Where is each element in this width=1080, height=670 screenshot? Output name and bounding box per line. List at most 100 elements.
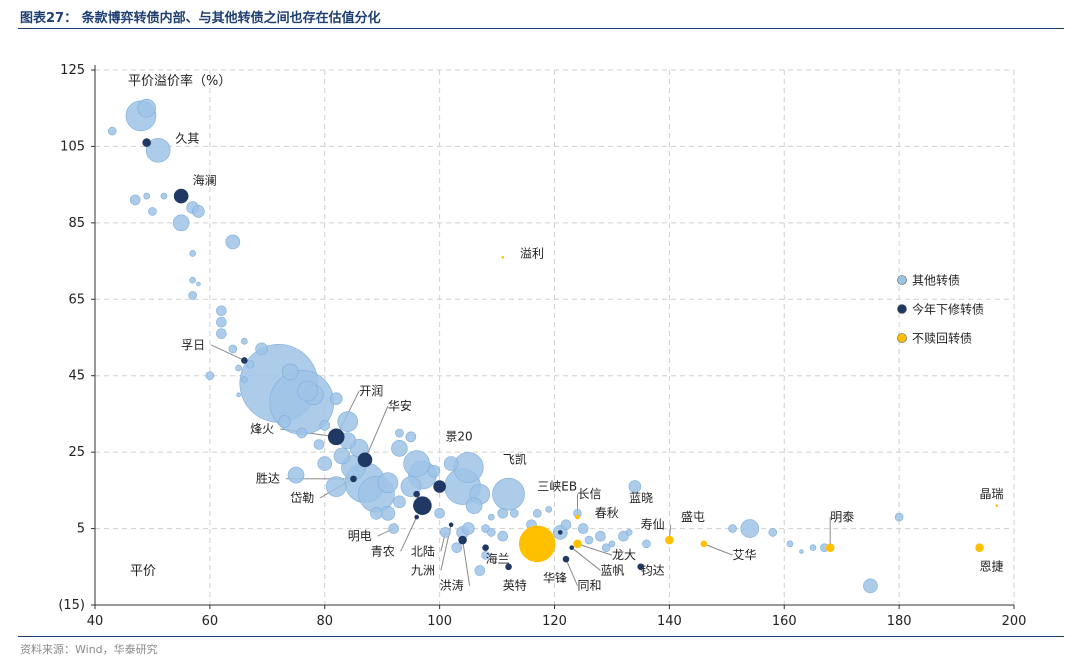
- annotation-label: 烽火: [250, 422, 274, 436]
- bubble-other: [391, 440, 408, 457]
- bubble-other: [440, 527, 451, 538]
- legend-marker: [897, 275, 907, 285]
- bubble-other: [278, 415, 291, 428]
- bubble-other: [577, 523, 589, 534]
- annotation-label: 寿仙: [641, 518, 665, 532]
- annotation-leader-line: [571, 547, 601, 571]
- bubble-other: [148, 207, 157, 216]
- annotation-label: 恩捷: [980, 560, 1004, 574]
- bubble-other: [297, 380, 318, 402]
- annotation-label: 三峡EB: [537, 479, 577, 493]
- annotation-label: 北陆: [411, 543, 435, 558]
- y-tick-label: 125: [60, 63, 85, 78]
- bubble-downward-revised: [562, 555, 570, 563]
- bubble-other: [532, 508, 542, 518]
- bubble-other: [894, 512, 904, 522]
- bubble-downward-revised: [505, 563, 512, 571]
- bubble-other: [107, 126, 117, 136]
- source-divider: [18, 636, 1064, 637]
- annotation-label: 景20: [445, 430, 472, 444]
- annotation-label: 春秋: [595, 506, 619, 520]
- y-tick-label: (15): [58, 598, 85, 613]
- bubble-other: [377, 472, 399, 494]
- legend-label: 其他转债: [912, 273, 960, 288]
- legend-label: 不赎回转债: [912, 331, 972, 346]
- bubble-other: [560, 519, 572, 531]
- bubble-other: [434, 507, 445, 519]
- bubble-other: [388, 523, 399, 534]
- x-tick-label: 100: [427, 614, 452, 629]
- bubble-other: [313, 439, 325, 450]
- bubble-no-redemption: [825, 543, 835, 552]
- y-tick-label: 65: [68, 292, 85, 307]
- annotation-label: 飞凯: [503, 453, 527, 467]
- bubble-downward-revised: [414, 514, 419, 520]
- bubble-downward-revised: [557, 530, 563, 535]
- bubble-no-redemption: [573, 539, 582, 549]
- bubble-other: [228, 344, 238, 354]
- bubble-other: [395, 428, 404, 438]
- annotation-leader-line: [577, 543, 613, 556]
- bubble-downward-revised: [327, 428, 345, 446]
- bubble-other: [241, 338, 248, 345]
- bubble-other: [618, 530, 629, 542]
- bubble-other: [189, 250, 196, 257]
- annotation-label: 龙大: [612, 548, 636, 562]
- x-tick-label: 80: [316, 614, 333, 629]
- bubble-other: [145, 137, 171, 163]
- bubble-other: [329, 392, 343, 405]
- legend-marker: [897, 333, 907, 343]
- bubble-other: [465, 497, 483, 514]
- bubble-other: [799, 549, 804, 554]
- bubble-no-redemption: [518, 525, 556, 563]
- bubble-other: [225, 234, 241, 250]
- bubble-other: [337, 411, 359, 432]
- bubble-other: [595, 530, 606, 542]
- y-tick-label: 45: [68, 369, 85, 384]
- annotation-label: 岱勒: [290, 491, 314, 505]
- bubble-other: [608, 540, 616, 548]
- bubble-other: [509, 508, 519, 518]
- annotation-label: 华安: [388, 398, 412, 413]
- bubble-other: [462, 522, 475, 535]
- bubble-other: [443, 456, 459, 471]
- y-tick-label: 25: [68, 445, 85, 460]
- bubble-no-redemption: [575, 514, 580, 520]
- bubble-other: [451, 542, 463, 553]
- bubble-downward-revised: [142, 138, 151, 147]
- bubble-other: [255, 342, 268, 356]
- annotation-label: 海澜: [193, 173, 217, 188]
- bubble-other: [196, 281, 201, 287]
- bubble-other: [319, 420, 331, 431]
- bubble-other: [370, 506, 383, 520]
- bubble-no-redemption: [995, 504, 999, 507]
- bubble-other: [380, 505, 396, 521]
- annotation-label: 晶瑞: [980, 487, 1004, 501]
- annotation-leader-line: [210, 344, 245, 361]
- bubble-downward-revised: [482, 544, 489, 551]
- y-tick-label: 105: [60, 139, 85, 154]
- bubble-other: [497, 507, 509, 519]
- chart-title: 图表27： 条款博弈转债内部、与其他转债之间也存在估值分化: [20, 11, 381, 26]
- bubble-no-redemption: [665, 535, 674, 545]
- bubble-downward-revised: [569, 545, 575, 550]
- bubble-other: [189, 276, 196, 284]
- bubble-other: [192, 205, 205, 218]
- bubble-downward-revised: [458, 535, 467, 545]
- bubble-downward-revised: [433, 480, 446, 493]
- annotation-label: 九洲: [411, 563, 435, 577]
- bubble-other: [287, 466, 305, 484]
- bubble-other: [740, 519, 760, 538]
- bubble-other: [474, 565, 486, 576]
- bubble-downward-revised: [173, 188, 189, 204]
- annotation-leader-line: [703, 543, 733, 556]
- annotation-label: 蓝晓: [629, 491, 653, 505]
- annotation-label: 艾华: [733, 548, 757, 562]
- x-tick-label: 160: [772, 614, 797, 629]
- bubble-other: [333, 447, 351, 465]
- title-bar: 图表27： 条款博弈转债内部、与其他转债之间也存在估值分化: [18, 4, 1064, 29]
- legend-marker: [897, 304, 907, 314]
- bubble-other: [403, 450, 430, 477]
- bubble-no-redemption: [975, 543, 984, 552]
- legend-label: 今年下修转债: [912, 302, 984, 317]
